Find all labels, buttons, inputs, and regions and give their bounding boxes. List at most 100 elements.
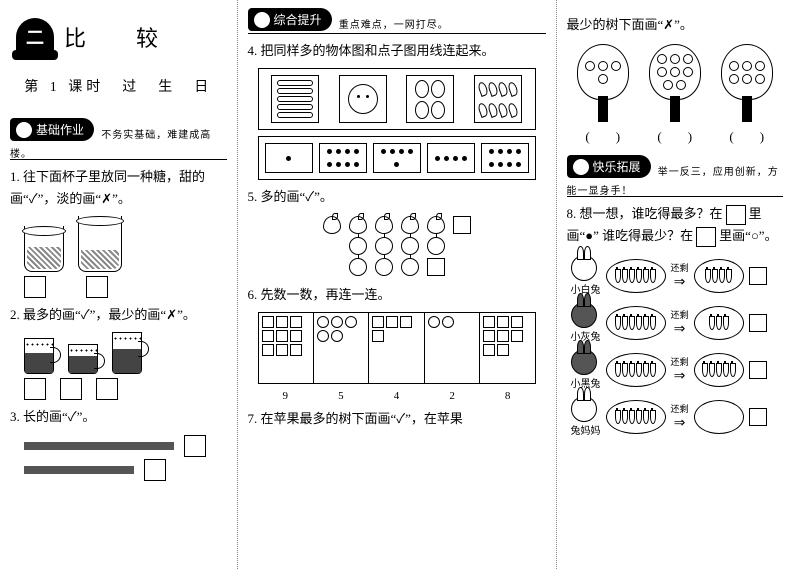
arrow-icon: ⇒ [671, 368, 689, 385]
answer-box[interactable] [24, 276, 46, 298]
match-number: 2 [424, 390, 480, 402]
tree [647, 44, 703, 122]
match-number: 5 [313, 390, 369, 402]
dot-box[interactable] [427, 143, 475, 173]
item-box[interactable] [271, 75, 319, 123]
answer-box[interactable] [184, 435, 206, 457]
divider [10, 159, 227, 160]
tree [575, 44, 631, 122]
q4-dots [258, 136, 536, 180]
answer-box[interactable] [453, 216, 471, 234]
carrot-bag-after [694, 353, 744, 387]
cup-small [24, 226, 64, 272]
carrot-bag-before [606, 306, 666, 340]
rabbit-icon [571, 349, 597, 375]
unit-title: 比 较 [64, 21, 172, 53]
leftover-label: 还剩 [671, 355, 689, 368]
answer-box[interactable] [96, 378, 118, 400]
match-cell[interactable] [369, 313, 424, 383]
match-number: 4 [369, 390, 425, 402]
answer-box[interactable] [696, 227, 716, 247]
paren-blank[interactable]: ( ) [647, 126, 703, 145]
rabbit-name: 兔妈妈 [571, 422, 601, 437]
q4-items [258, 68, 536, 130]
unit-header: 二 比 较 [16, 18, 227, 56]
paren-blank[interactable]: ( ) [719, 126, 775, 145]
leftover-label: 还剩 [671, 402, 689, 415]
match-cell[interactable] [314, 313, 369, 383]
answer-box[interactable] [24, 378, 46, 400]
section-basic-label: 基础作业 [36, 121, 84, 138]
match-cell[interactable] [425, 313, 480, 383]
question-7b: 最少的树下面画“✗”。 [567, 14, 784, 36]
match-cell[interactable] [259, 313, 314, 383]
q6-numbers: 95428 [258, 390, 536, 402]
paren-blank[interactable]: ( ) [575, 126, 631, 145]
dot-box[interactable] [373, 143, 421, 173]
q7-trees [567, 44, 784, 122]
question-3: 3. 长的画“✓”。 [10, 406, 227, 428]
q8-text-c: 谁吃得最少？在 [602, 228, 693, 243]
answer-box[interactable] [86, 276, 108, 298]
answer-box[interactable] [749, 408, 767, 426]
q2-mugs [24, 332, 227, 374]
rabbit-icon [571, 396, 597, 422]
match-cell[interactable] [480, 313, 534, 383]
answer-box[interactable] [749, 314, 767, 332]
rabbit-row: 小黑兔还剩⇒ [571, 349, 780, 390]
section-basic-tag: 基础作业 [10, 118, 94, 141]
unit-badge: 二 [16, 18, 54, 56]
dot-box[interactable] [481, 143, 529, 173]
q1-answers [24, 276, 227, 298]
section-comp-tag: 综合提升 [248, 8, 332, 31]
star-icon [573, 159, 589, 175]
leftover-label: 还剩 [671, 261, 689, 274]
q6-items[interactable] [258, 312, 536, 384]
section-ext-label: 快乐拓展 [593, 158, 641, 175]
q8-rabbits: 小白兔还剩⇒小灰兔还剩⇒小黑兔还剩⇒兔妈妈还剩⇒ [571, 255, 780, 437]
rabbit-icon [571, 302, 597, 328]
item-box[interactable] [406, 75, 454, 123]
section-comp-label: 综合提升 [274, 11, 322, 28]
carrot-bag-after [694, 259, 744, 293]
leftover-label: 还剩 [671, 308, 689, 321]
ruler-short [24, 466, 134, 474]
q8-text-d: 里画“○”。 [719, 228, 777, 243]
carrot-bag-after [694, 400, 744, 434]
answer-box[interactable] [144, 459, 166, 481]
divider [248, 33, 546, 34]
book-icon [254, 12, 270, 28]
answer-box[interactable] [427, 258, 445, 276]
mug [112, 332, 142, 374]
question-8: 8. 想一想，谁吃得最多？在里画“●” 谁吃得最少？在里画“○”。 [567, 203, 784, 247]
answer-box[interactable] [726, 205, 746, 225]
tree [719, 44, 775, 122]
q8-text-a: 8. 想一想，谁吃得最多？在 [567, 206, 723, 221]
answer-box[interactable] [749, 267, 767, 285]
match-number: 9 [258, 390, 314, 402]
question-4: 4. 把同样多的物体图和点子图用线连起来。 [248, 40, 546, 62]
q1-cups [24, 216, 227, 272]
rabbit-row: 小灰兔还剩⇒ [571, 302, 780, 343]
q3-row2 [24, 458, 227, 482]
match-number: 8 [480, 390, 536, 402]
dot-box[interactable] [265, 143, 313, 173]
dot-box[interactable] [319, 143, 367, 173]
arrow-icon: ⇒ [671, 415, 689, 432]
q7-answers: ( ) ( ) ( ) [567, 126, 784, 145]
question-1: 1. 往下面杯子里放同一种糖，甜的画“✓”，淡的画“✗”。 [10, 166, 227, 210]
answer-box[interactable] [60, 378, 82, 400]
lesson-title: 第 1 课时 过 生 日 [10, 76, 227, 96]
answer-box[interactable] [749, 361, 767, 379]
question-5: 5. 多的画“✓”。 [248, 186, 546, 208]
section-basic: 基础作业 不务实基础，难建成高楼。 [10, 118, 227, 160]
q2-answers [24, 378, 227, 400]
section-ext-tag: 快乐拓展 [567, 155, 651, 178]
arrow-icon: ⇒ [671, 274, 689, 291]
mug [24, 338, 54, 374]
cup-large [78, 216, 122, 272]
carrot-bag-before [606, 400, 666, 434]
item-box[interactable] [474, 75, 522, 123]
q5-fruits [268, 216, 526, 276]
item-box[interactable] [339, 75, 387, 123]
